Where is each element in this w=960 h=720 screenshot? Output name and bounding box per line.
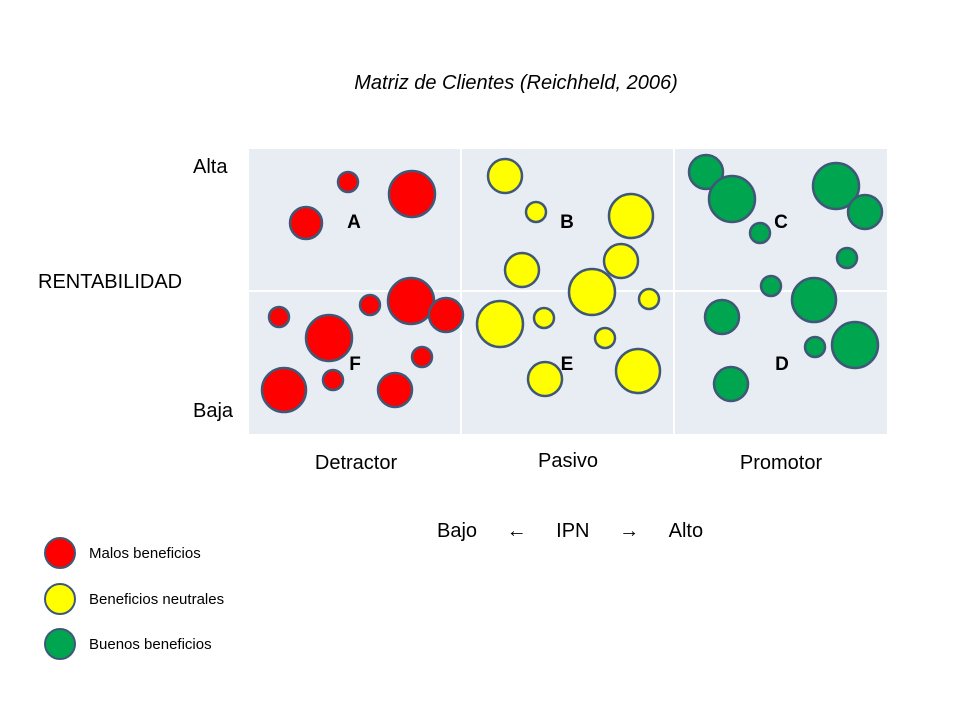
legend-swatch-green	[44, 628, 76, 660]
legend-label-yellow: Beneficios neutrales	[89, 591, 225, 608]
bubble-red	[410, 345, 434, 369]
bubble-yellow	[607, 192, 655, 240]
bubble-yellow	[637, 287, 661, 311]
bubble-red	[336, 170, 360, 194]
chart-title: Matriz de Clientes (Reichheld, 2006)	[354, 72, 678, 94]
bubble-red	[321, 368, 345, 392]
x-axis-scale: Bajo ← IPN → Alto	[437, 520, 703, 543]
quadrant-label-c: C	[774, 212, 788, 233]
quadrant-label-d: D	[775, 354, 789, 375]
bubbles-red	[260, 169, 465, 414]
bubble-yellow	[602, 242, 640, 280]
legend-swatch-red	[44, 537, 76, 569]
bubble-green	[748, 221, 772, 245]
y-axis-title: RENTABILIDAD	[38, 271, 183, 293]
bubble-green	[846, 193, 884, 231]
bubble-red	[376, 371, 414, 409]
cell-detractor-high	[249, 149, 460, 290]
bubble-green	[811, 161, 861, 211]
bubble-yellow	[567, 267, 617, 317]
legend-label-red: Malos beneficios	[89, 545, 201, 562]
y-high-label: Alta	[193, 156, 228, 178]
bubble-green	[803, 335, 827, 359]
bubble-green	[835, 246, 859, 270]
bubble-green	[790, 276, 838, 324]
bubble-red	[386, 276, 436, 326]
bubble-red	[387, 169, 437, 219]
bubbles-green	[687, 153, 884, 403]
bubble-yellow	[486, 157, 524, 195]
bubble-red	[260, 366, 308, 414]
x-category-promotor: Promotor	[739, 452, 823, 474]
bubble-red	[304, 313, 354, 363]
bubble-red	[427, 296, 465, 334]
bubble-yellow	[524, 200, 548, 224]
quadrant-label-b: B	[560, 212, 574, 233]
bubble-yellow	[593, 326, 617, 350]
bubble-green	[703, 298, 741, 336]
quadrant-label-f: F	[349, 354, 361, 375]
bubble-red	[358, 293, 382, 317]
bubbles-yellow	[475, 157, 662, 398]
bubble-yellow	[532, 306, 556, 330]
bubble-green	[707, 174, 757, 224]
x-category-detractor: Detractor	[314, 452, 398, 474]
x-axis-title: IPN	[556, 520, 590, 542]
quadrant-label-a: A	[347, 212, 361, 233]
bubble-green	[712, 365, 750, 403]
arrow-right-icon: →	[619, 520, 640, 542]
x-axis-high-label: Alto	[668, 520, 704, 542]
bubble-yellow	[475, 299, 525, 349]
legend-label-green: Buenos beneficios	[89, 636, 212, 653]
arrow-left-icon: ←	[506, 520, 527, 542]
y-low-label: Baja	[193, 400, 234, 422]
bubble-green	[687, 153, 725, 191]
bubble-yellow	[526, 360, 564, 398]
bubble-red	[288, 205, 324, 241]
bubble-red	[267, 305, 291, 329]
bubble-green	[759, 274, 783, 298]
quadrant-label-e: E	[561, 354, 574, 375]
bubble-yellow	[503, 251, 541, 289]
bubble-green	[830, 320, 880, 370]
legend-swatch-yellow	[44, 583, 76, 615]
x-category-pasivo: Pasivo	[537, 450, 599, 472]
bubble-yellow	[614, 347, 662, 395]
x-axis-low-label: Bajo	[437, 520, 478, 542]
